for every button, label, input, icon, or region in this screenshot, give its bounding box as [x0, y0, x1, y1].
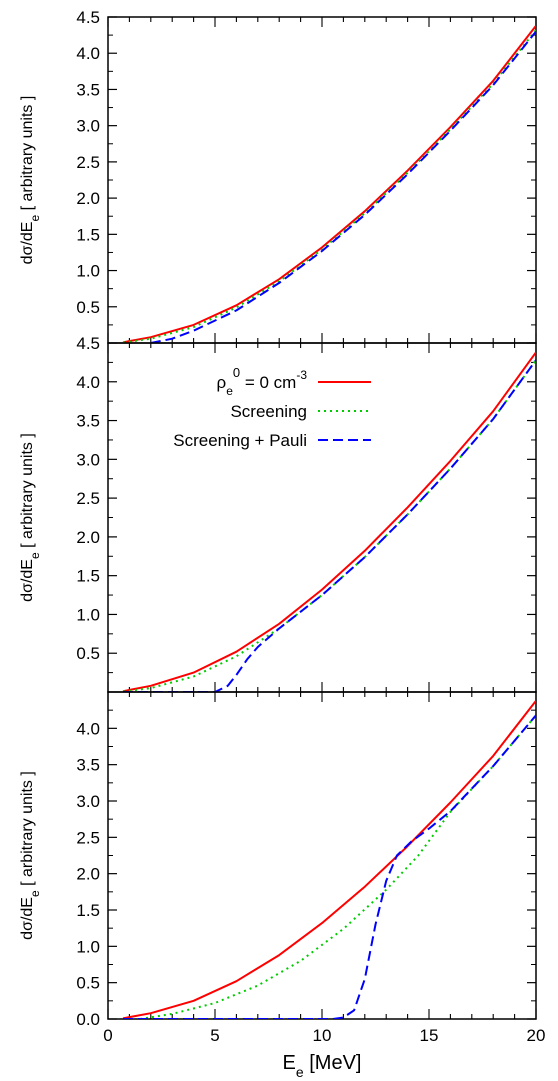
- y-axis-label: dσ/dEe [ arbitrary units ]: [19, 96, 42, 265]
- y-tick-label: 3.5: [76, 756, 100, 775]
- y-tick-label: 0.0: [76, 1010, 100, 1029]
- y-tick-label: 3.0: [76, 450, 100, 469]
- x-tick-label: 15: [420, 1026, 439, 1045]
- legend-label: Screening + Pauli: [173, 431, 307, 450]
- series-line-1: [122, 359, 536, 692]
- y-tick-label: 3.0: [76, 792, 100, 811]
- y-tick-label: 0.5: [76, 974, 100, 993]
- x-tick-label: 5: [210, 1026, 219, 1045]
- y-tick-label: 4.0: [76, 44, 100, 63]
- y-tick-label: 1.5: [76, 901, 100, 920]
- y-tick-label: 0.5: [76, 298, 100, 317]
- legend-label: ρe0 = 0 cm-3: [217, 365, 308, 398]
- series-line-0: [122, 25, 536, 343]
- x-tick-label: 0: [103, 1026, 112, 1045]
- y-tick-label: 3.5: [76, 80, 100, 99]
- series-line-2: [123, 714, 536, 1019]
- plot-frame: [107, 342, 537, 693]
- series-line-2: [150, 30, 536, 343]
- panel-bottom: 4.0 3.5 3.0 2.5 2.0 1.5 1.0 0.5 0.00 5 10 15 20 Ee [M…: [19, 691, 546, 1080]
- series-line-1: [122, 29, 536, 343]
- legend: ρe0 = 0 cm-3 Screening Screening + Pauli: [173, 365, 371, 450]
- y-axis-label: dσ/dEe [ arbitrary units ]: [19, 433, 42, 602]
- y-tick-label: 2.0: [76, 189, 100, 208]
- y-tick-label: 2.5: [76, 489, 100, 508]
- y-tick-label: 1.5: [76, 225, 100, 244]
- y-tick-label: 1.5: [76, 567, 100, 586]
- y-tick-label: 2.0: [76, 865, 100, 884]
- y-tick-label: 2.0: [76, 528, 100, 547]
- y-axis-label: dσ/dEe [ arbitrary units ]: [19, 771, 42, 940]
- x-axis-label: Ee [MeV]: [283, 1052, 362, 1080]
- y-tick-label: 1.0: [76, 605, 100, 624]
- panel-top: 4.5 4.0 3.5 3.0 2.5 2.0 1.5 1.0 0.5 dσ/dEe [ arbi…: [19, 8, 537, 344]
- series-line-0: [122, 351, 536, 692]
- y-tick-label: 1.0: [76, 262, 100, 281]
- y-tick-label: 4.5: [76, 334, 100, 353]
- plot-frame: [107, 16, 537, 344]
- y-tick-label: 2.5: [76, 828, 100, 847]
- series-line-1: [139, 714, 536, 1019]
- series-line-0: [122, 700, 536, 1019]
- series-line-2: [123, 359, 536, 692]
- y-tick-label: 4.5: [76, 8, 100, 27]
- y-tick-label: 4.0: [76, 719, 100, 738]
- y-tick-label: 3.5: [76, 412, 100, 431]
- y-tick-label: 0.5: [76, 644, 100, 663]
- y-tick-label: 3.0: [76, 117, 100, 136]
- legend-label: Screening: [230, 402, 307, 421]
- x-tick-label: 10: [313, 1026, 332, 1045]
- y-tick-label: 2.5: [76, 153, 100, 172]
- y-tick-label: 4.0: [76, 373, 100, 392]
- panel-middle: 4.5 4.0 3.5 3.0 2.5 2.0 1.5 1.0 0.5 dσ/dEe [ arbi…: [19, 334, 537, 693]
- x-tick-label: 20: [527, 1026, 546, 1045]
- y-tick-label: 1.0: [76, 937, 100, 956]
- panels-group: 4.5 4.0 3.5 3.0 2.5 2.0 1.5 1.0 0.5 dσ/dEe [ arbi…: [19, 8, 545, 1080]
- plot-frame: [107, 691, 537, 1020]
